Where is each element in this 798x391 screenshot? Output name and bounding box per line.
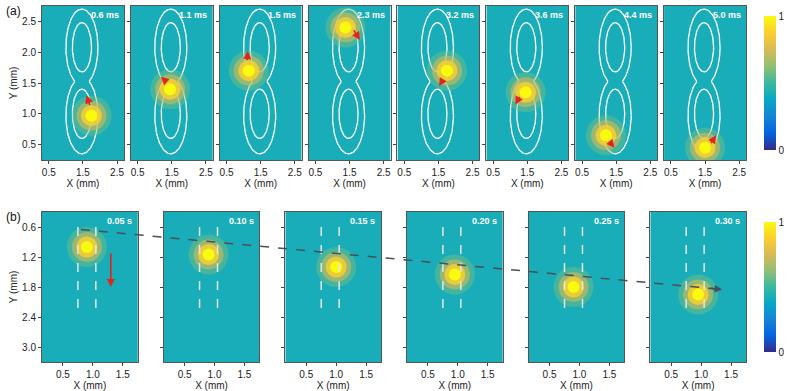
svg-text:(a): (a) (6, 4, 21, 18)
svg-text:X (mm): X (mm) (422, 178, 455, 189)
svg-text:X (mm): X (mm) (511, 178, 544, 189)
svg-text:1.5: 1.5 (520, 167, 534, 178)
svg-text:0.6 ms: 0.6 ms (91, 10, 119, 20)
svg-text:1.5: 1.5 (254, 167, 268, 178)
svg-text:1.5: 1.5 (22, 78, 36, 89)
svg-text:X (mm): X (mm) (155, 178, 188, 189)
svg-text:X (mm): X (mm) (600, 178, 633, 189)
svg-text:0: 0 (779, 145, 785, 156)
svg-text:0.5: 0.5 (178, 369, 192, 380)
svg-text:2.5: 2.5 (466, 167, 480, 178)
svg-text:0.5: 0.5 (575, 167, 589, 178)
svg-text:0.20 s: 0.20 s (472, 216, 497, 226)
svg-text:2.5: 2.5 (732, 167, 746, 178)
svg-text:1.0: 1.0 (451, 369, 465, 380)
svg-text:0.10 s: 0.10 s (229, 216, 254, 226)
svg-text:2.5: 2.5 (554, 167, 568, 178)
svg-text:1: 1 (779, 217, 785, 228)
svg-text:X (mm): X (mm) (682, 380, 715, 391)
svg-text:1.0: 1.0 (573, 369, 587, 380)
svg-text:2.5: 2.5 (288, 167, 302, 178)
svg-text:1.5: 1.5 (237, 369, 251, 380)
svg-text:1.0: 1.0 (22, 108, 36, 119)
svg-text:0.5: 0.5 (220, 167, 234, 178)
svg-text:0.5: 0.5 (664, 167, 678, 178)
svg-text:1.5: 1.5 (431, 167, 445, 178)
svg-text:2.3 ms: 2.3 ms (357, 10, 385, 20)
svg-text:X (mm): X (mm) (73, 380, 106, 391)
svg-text:0.5: 0.5 (56, 369, 70, 380)
svg-text:3.2 ms: 3.2 ms (446, 10, 474, 20)
svg-text:0.5: 0.5 (308, 167, 322, 178)
svg-text:X (mm): X (mm) (333, 178, 366, 189)
svg-text:0.05 s: 0.05 s (107, 216, 132, 226)
svg-text:0: 0 (779, 347, 785, 358)
svg-text:Y (mm): Y (mm) (8, 67, 19, 100)
svg-text:X (mm): X (mm) (438, 380, 471, 391)
svg-text:1.2: 1.2 (22, 252, 36, 263)
svg-text:2.5: 2.5 (110, 167, 124, 178)
svg-text:X (mm): X (mm) (195, 380, 228, 391)
svg-text:1.5: 1.5 (481, 369, 495, 380)
svg-text:3.0: 3.0 (22, 342, 36, 353)
svg-text:0.25 s: 0.25 s (594, 216, 619, 226)
svg-text:1.5: 1.5 (609, 167, 623, 178)
svg-text:X (mm): X (mm) (560, 380, 593, 391)
svg-text:1.5: 1.5 (724, 369, 738, 380)
svg-text:X (mm): X (mm) (689, 178, 722, 189)
svg-text:5.0 ms: 5.0 ms (713, 10, 741, 20)
svg-text:1.1 ms: 1.1 ms (179, 10, 207, 20)
svg-text:1.0: 1.0 (208, 369, 222, 380)
svg-text:1.5: 1.5 (116, 369, 130, 380)
svg-text:Y (mm): Y (mm) (8, 271, 19, 304)
svg-text:4.4 ms: 4.4 ms (624, 10, 652, 20)
svg-text:0.5: 0.5 (22, 139, 36, 150)
svg-text:1.5: 1.5 (76, 167, 90, 178)
svg-text:2.5: 2.5 (199, 167, 213, 178)
svg-text:1.5: 1.5 (343, 167, 357, 178)
svg-text:1.5: 1.5 (602, 369, 616, 380)
svg-text:0.5: 0.5 (42, 167, 56, 178)
svg-text:0.5: 0.5 (421, 369, 435, 380)
svg-text:2.5: 2.5 (377, 167, 391, 178)
svg-text:1.8: 1.8 (22, 282, 36, 293)
svg-text:1.0: 1.0 (86, 369, 100, 380)
svg-text:0.5: 0.5 (543, 369, 557, 380)
svg-text:1.5: 1.5 (359, 369, 373, 380)
svg-text:X (mm): X (mm) (244, 178, 277, 189)
svg-text:2.5: 2.5 (22, 16, 36, 27)
svg-text:0.5: 0.5 (299, 369, 313, 380)
svg-text:(b): (b) (6, 210, 21, 224)
svg-text:2.0: 2.0 (22, 47, 36, 58)
svg-text:1.0: 1.0 (329, 369, 343, 380)
svg-text:0.5: 0.5 (131, 167, 145, 178)
svg-text:1.0: 1.0 (694, 369, 708, 380)
svg-text:0.6: 0.6 (22, 222, 36, 233)
svg-text:1.5: 1.5 (165, 167, 179, 178)
svg-text:1: 1 (779, 11, 785, 22)
svg-text:X (mm): X (mm) (67, 178, 100, 189)
svg-text:1.5 ms: 1.5 ms (268, 10, 296, 20)
svg-text:0.5: 0.5 (486, 167, 500, 178)
svg-text:2.4: 2.4 (22, 312, 36, 323)
svg-text:1.5: 1.5 (698, 167, 712, 178)
svg-text:0.5: 0.5 (664, 369, 678, 380)
svg-text:0.30 s: 0.30 s (715, 216, 740, 226)
svg-text:2.5: 2.5 (643, 167, 657, 178)
svg-text:0.5: 0.5 (397, 167, 411, 178)
svg-text:X (mm): X (mm) (317, 380, 350, 391)
svg-text:0.15 s: 0.15 s (350, 216, 375, 226)
svg-text:3.6 ms: 3.6 ms (535, 10, 563, 20)
